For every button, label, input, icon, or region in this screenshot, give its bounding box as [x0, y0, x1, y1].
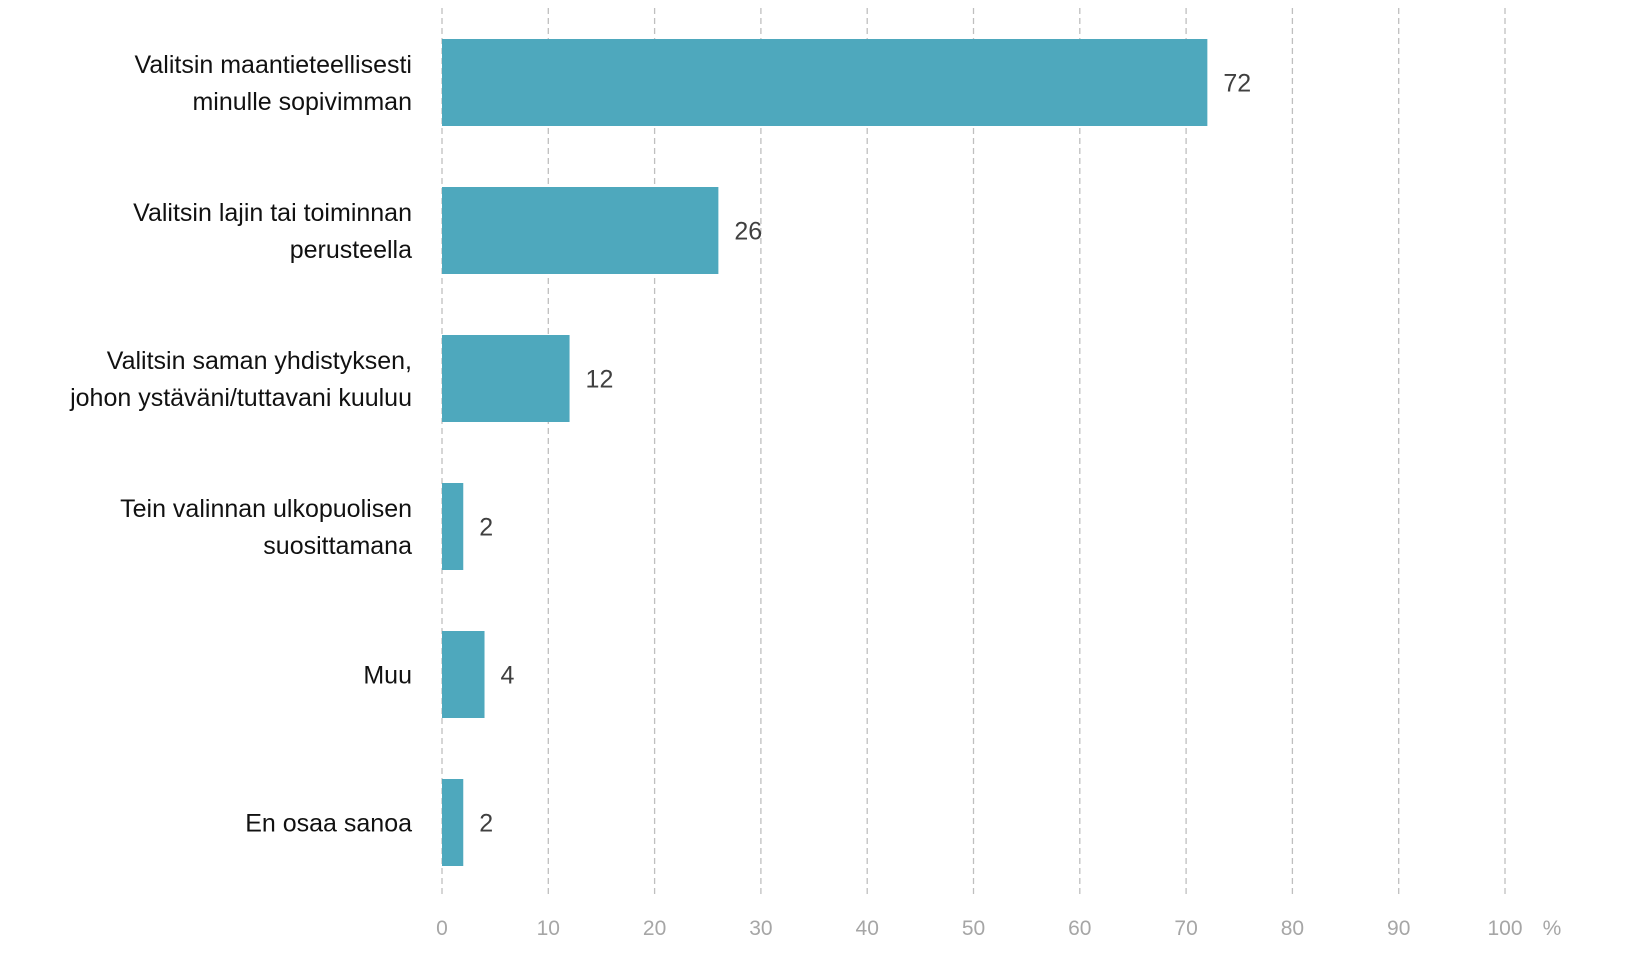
x-tick-label: 100	[1487, 917, 1522, 940]
category-label: Valitsin maantieteellisesti	[135, 51, 412, 79]
x-axis-ticks: 0 10 20 30 40 50 60 70 80 90 100%	[436, 917, 1561, 940]
x-tick-label: 30	[749, 917, 772, 940]
value-label: 2	[479, 514, 493, 542]
value-labels: 72 26 12 2 4 2	[479, 70, 1251, 838]
value-label: 2	[479, 810, 493, 838]
value-label: 4	[501, 662, 515, 690]
x-tick-label: 0	[436, 917, 448, 940]
category-label: Tein valinnan ulkopuolisen	[120, 495, 412, 523]
category-label: suosittamana	[263, 532, 412, 560]
x-tick-label: 80	[1281, 917, 1304, 940]
bar	[442, 335, 570, 422]
value-label: 12	[586, 366, 614, 394]
category-label: Valitsin saman yhdistyksen,	[107, 347, 412, 375]
gridlines	[441, 8, 1506, 895]
value-label: 26	[734, 218, 762, 246]
x-tick-label: 40	[856, 917, 879, 940]
x-tick-label: 90	[1387, 917, 1410, 940]
bar	[442, 187, 719, 274]
x-tick-label: 10	[537, 917, 560, 940]
x-tick-label: 50	[962, 917, 985, 940]
category-labels: Valitsin maantieteellisesti minulle sopiv…	[69, 51, 412, 838]
x-tick-label: 70	[1174, 917, 1197, 940]
bar	[442, 631, 485, 718]
bar	[442, 39, 1208, 126]
x-tick-label: 60	[1068, 917, 1091, 940]
x-tick-label: 20	[643, 917, 666, 940]
bars	[442, 39, 1208, 866]
category-label: perusteella	[290, 236, 412, 264]
bar	[442, 779, 464, 866]
category-label: En osaa sanoa	[245, 810, 412, 838]
category-label: Muu	[363, 662, 412, 690]
category-label: Valitsin lajin tai toiminnan	[133, 199, 412, 227]
bar	[442, 483, 464, 570]
category-label: minulle sopivimman	[192, 88, 412, 116]
x-unit-label: %	[1543, 917, 1562, 940]
value-label: 72	[1223, 70, 1251, 98]
category-label: johon ystäväni/tuttavani kuuluu	[69, 384, 412, 412]
